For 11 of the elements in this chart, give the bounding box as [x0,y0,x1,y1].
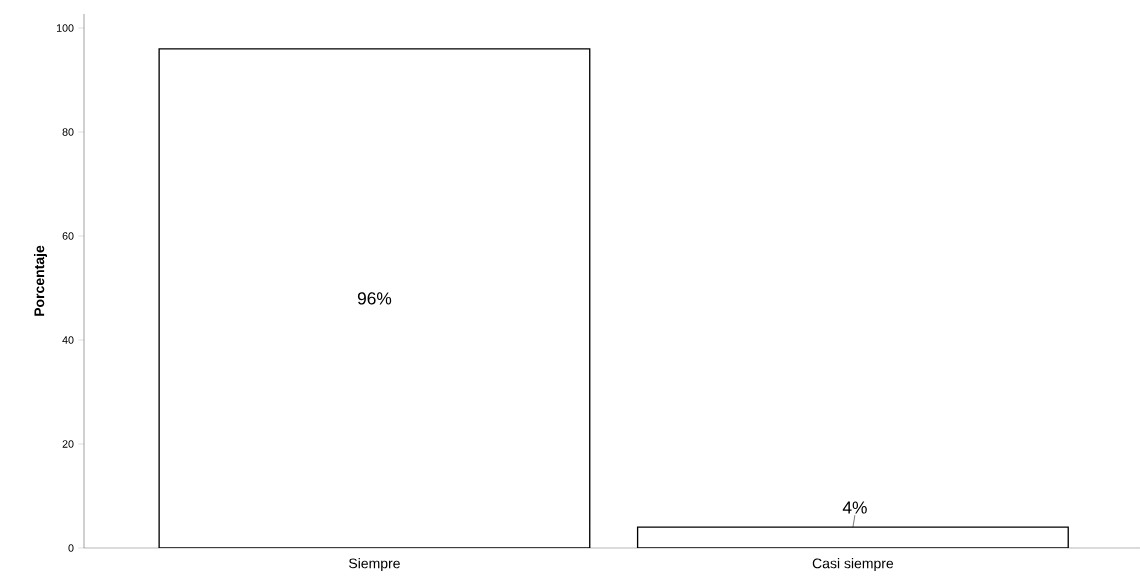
y-tick-label: 100 [56,24,74,32]
data-label: 4% [842,501,867,514]
y-tick-label: 80 [62,128,74,136]
y-tick-label: 40 [62,336,74,344]
x-tick-label: Casi siempre [812,558,894,572]
x-tick-label: Siempre [349,558,400,572]
y-tick-label: 20 [62,440,74,448]
y-axis-title: Porcentaje [33,245,48,316]
y-tick-label: 60 [62,232,74,240]
data-label: 96% [357,292,392,305]
y-tick-label: 0 [68,544,74,552]
